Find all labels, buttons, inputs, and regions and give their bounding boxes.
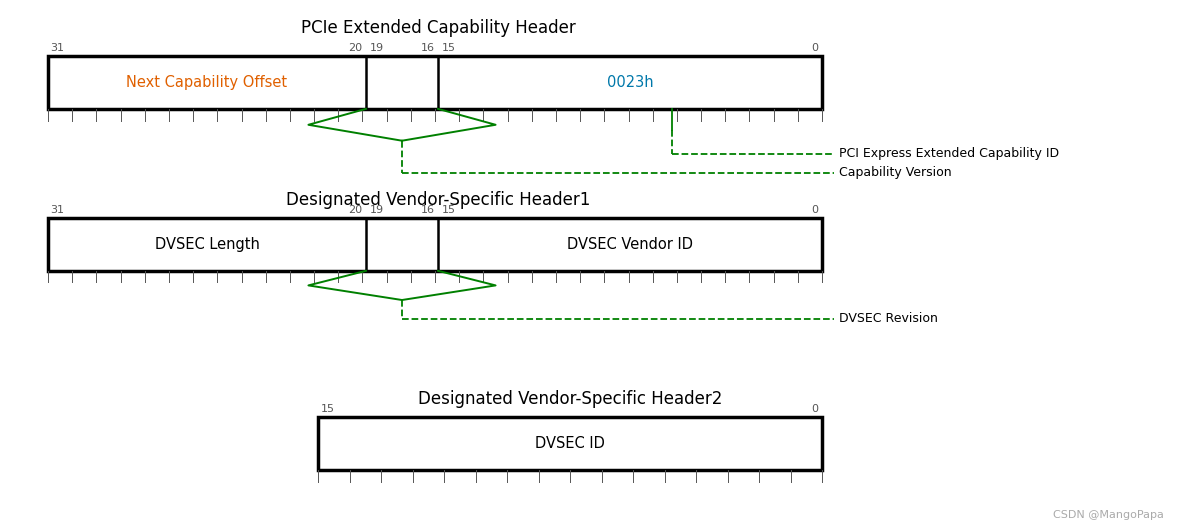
Text: CSDN @MangoPapa: CSDN @MangoPapa: [1054, 510, 1164, 520]
Text: 31: 31: [50, 204, 65, 215]
Text: DVSEC Vendor ID: DVSEC Vendor ID: [568, 237, 694, 252]
Text: 0: 0: [811, 42, 818, 53]
Text: 15: 15: [442, 204, 456, 215]
Text: 0: 0: [811, 204, 818, 215]
Text: 16: 16: [420, 204, 434, 215]
Text: 15: 15: [442, 42, 456, 53]
Text: PCIe Extended Capability Header: PCIe Extended Capability Header: [301, 19, 575, 37]
Text: Designated Vendor-Specific Header1: Designated Vendor-Specific Header1: [286, 191, 590, 209]
Text: DVSEC ID: DVSEC ID: [535, 436, 605, 451]
Text: Designated Vendor-Specific Header2: Designated Vendor-Specific Header2: [418, 390, 722, 408]
Text: 31: 31: [50, 42, 65, 53]
Text: 16: 16: [420, 42, 434, 53]
Bar: [318, 417, 822, 470]
Text: 20: 20: [348, 204, 362, 215]
Text: DVSEC Revision: DVSEC Revision: [839, 312, 937, 325]
Text: Next Capability Offset: Next Capability Offset: [126, 75, 288, 90]
Text: PCI Express Extended Capability ID: PCI Express Extended Capability ID: [839, 148, 1058, 160]
Text: 19: 19: [370, 204, 384, 215]
Text: 15: 15: [320, 404, 335, 414]
Text: Capability Version: Capability Version: [839, 166, 952, 179]
Text: DVSEC Length: DVSEC Length: [155, 237, 259, 252]
Text: 0: 0: [811, 404, 818, 414]
Text: 19: 19: [370, 42, 384, 53]
Text: 0023h: 0023h: [607, 75, 653, 90]
Bar: [48, 56, 822, 109]
Bar: [48, 218, 822, 271]
Text: 20: 20: [348, 42, 362, 53]
